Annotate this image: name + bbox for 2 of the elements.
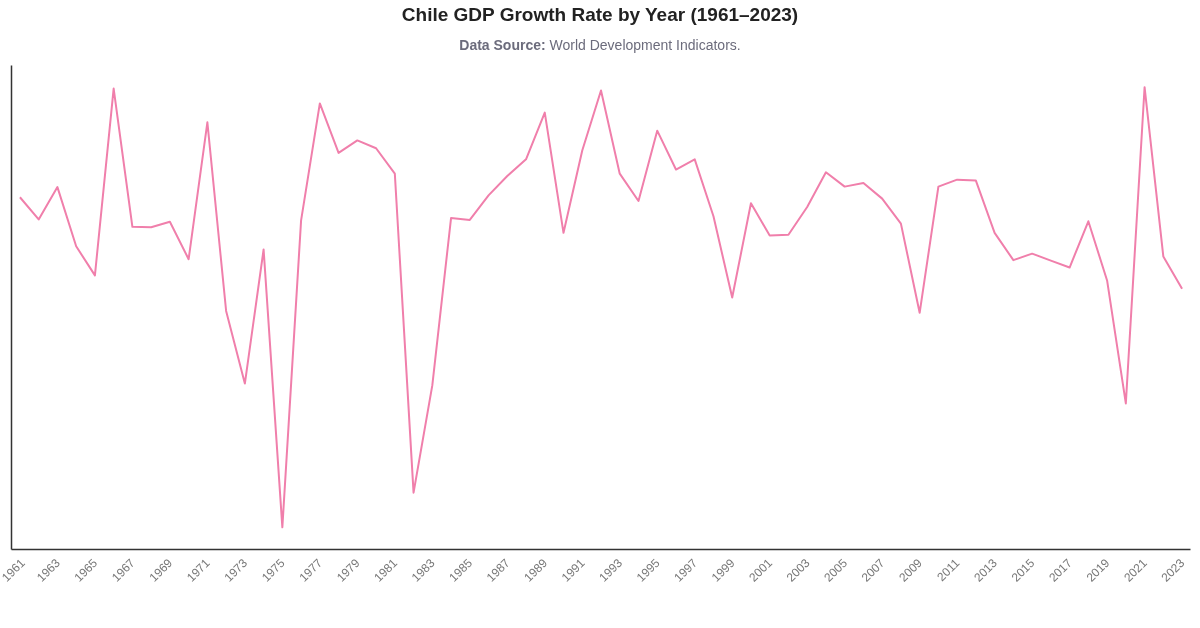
chart-subtitle: Data Source: World Development Indicators. — [458, 36, 742, 55]
chart-title: Chile GDP Growth Rate by Year (1961–2023) — [400, 3, 800, 27]
